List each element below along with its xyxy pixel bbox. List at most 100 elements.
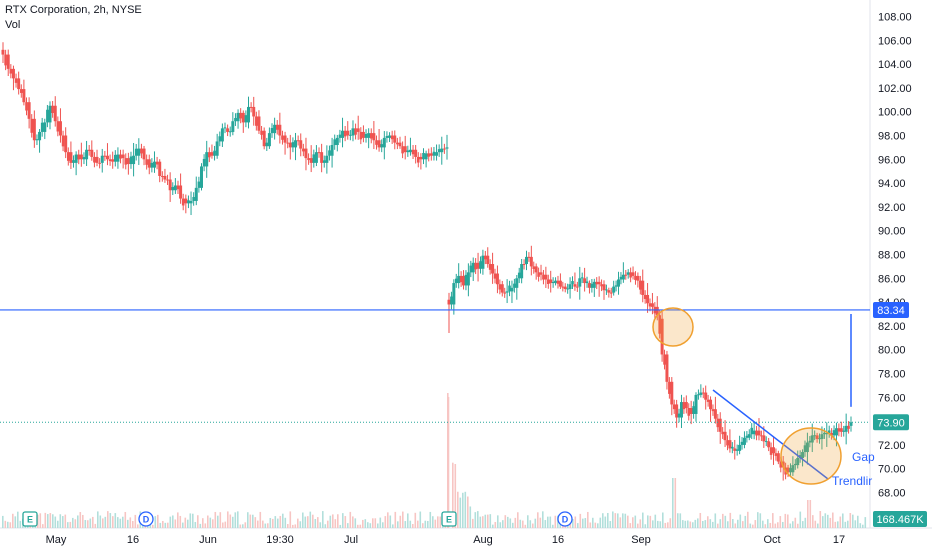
candle-body bbox=[576, 286, 579, 288]
candle-body bbox=[466, 272, 470, 286]
dividend-marker[interactable] bbox=[557, 511, 573, 527]
volume-bar bbox=[97, 511, 99, 528]
candle-body bbox=[617, 279, 621, 287]
gap-fill-circle[interactable] bbox=[652, 307, 694, 347]
x-tick-label: May bbox=[46, 534, 67, 546]
y-tick-label: 72.00 bbox=[878, 440, 906, 452]
volume-bar bbox=[169, 516, 172, 528]
candle-body bbox=[346, 130, 350, 136]
candle-body bbox=[132, 155, 136, 165]
candle-body bbox=[309, 158, 313, 163]
candle-body bbox=[64, 135, 68, 153]
gap-annotation[interactable]: Gap bbox=[852, 450, 875, 464]
volume-bar bbox=[817, 523, 819, 528]
volume-bar bbox=[757, 512, 759, 528]
volume-bar bbox=[532, 523, 534, 528]
candle-body bbox=[382, 137, 386, 148]
candle-body bbox=[137, 148, 141, 156]
volume-bar bbox=[132, 520, 134, 528]
earnings-marker[interactable] bbox=[22, 511, 38, 527]
volume-bar bbox=[157, 514, 159, 528]
volume-bar bbox=[279, 515, 282, 528]
x-tick-label: Oct bbox=[763, 534, 780, 546]
volume-bar bbox=[512, 522, 514, 528]
volume-bar bbox=[117, 517, 119, 528]
volume-bar bbox=[642, 512, 644, 528]
dividend-marker[interactable] bbox=[138, 511, 154, 527]
candle-body bbox=[813, 435, 816, 437]
dividend-marker-label: D bbox=[143, 515, 150, 525]
volume-bar bbox=[674, 478, 677, 528]
volume-bar bbox=[469, 506, 472, 528]
trendline-annotation[interactable]: Trendlir bbox=[832, 474, 872, 488]
candle-body bbox=[544, 274, 548, 280]
candle-body bbox=[87, 149, 91, 151]
candle-body bbox=[704, 392, 708, 400]
volume-bar bbox=[112, 516, 114, 528]
candle-body bbox=[537, 272, 540, 277]
volume-bar bbox=[339, 524, 342, 528]
volume-bar bbox=[799, 511, 802, 528]
volume-bar bbox=[154, 516, 157, 528]
candle-body bbox=[187, 200, 190, 204]
candle-body bbox=[343, 130, 347, 137]
candle-body bbox=[226, 128, 230, 132]
candle-body bbox=[296, 140, 300, 142]
volume-bar bbox=[359, 524, 362, 528]
volume-bar bbox=[72, 517, 74, 528]
volume-bar bbox=[699, 512, 702, 528]
candle-body bbox=[105, 155, 109, 160]
candle-body bbox=[590, 283, 594, 288]
volume-bar bbox=[102, 518, 104, 528]
volume-bar bbox=[522, 520, 524, 528]
volume-bar bbox=[632, 517, 634, 528]
volume-bar bbox=[167, 522, 169, 528]
breakout-circle[interactable] bbox=[780, 427, 842, 485]
candle-body bbox=[338, 134, 342, 138]
candle-body bbox=[396, 142, 399, 145]
price-tag[interactable] bbox=[873, 414, 909, 431]
volume-bar bbox=[844, 521, 847, 528]
price-tag[interactable] bbox=[873, 511, 927, 527]
volume-bar bbox=[584, 518, 587, 528]
volume-bar bbox=[84, 520, 87, 528]
volume-bar bbox=[79, 511, 82, 528]
price-tag[interactable] bbox=[873, 301, 909, 318]
candle-body bbox=[85, 149, 89, 160]
volume-bar bbox=[514, 517, 517, 528]
volume-bar bbox=[814, 520, 817, 528]
candle-body bbox=[168, 179, 172, 191]
volume-bar bbox=[612, 511, 614, 528]
y-tick-label: 92.00 bbox=[878, 202, 906, 214]
candle-body bbox=[11, 68, 15, 79]
candle-body bbox=[302, 148, 305, 152]
volume-bar bbox=[634, 515, 637, 528]
volume-bar bbox=[197, 515, 199, 528]
volume-bar bbox=[362, 519, 364, 528]
symbol-title[interactable]: RTX Corporation, 2h, NYSE bbox=[5, 4, 142, 16]
volume-bar bbox=[714, 513, 717, 528]
earnings-marker[interactable] bbox=[441, 511, 457, 527]
volume-bar bbox=[789, 523, 792, 528]
volume-bar bbox=[467, 496, 469, 528]
candle-body bbox=[600, 284, 603, 287]
y-tick-label: 104.00 bbox=[878, 59, 912, 71]
candle-body bbox=[849, 422, 853, 426]
candle-body bbox=[291, 142, 295, 148]
candle-body bbox=[252, 106, 256, 117]
volume-bar bbox=[224, 521, 227, 528]
candle-body bbox=[320, 152, 324, 163]
volume-indicator-label[interactable]: Vol bbox=[5, 19, 21, 31]
candle-body bbox=[126, 158, 130, 165]
candle-body bbox=[414, 149, 418, 157]
volume-bar bbox=[792, 521, 794, 528]
volume-bar bbox=[459, 497, 462, 528]
candle-body bbox=[181, 198, 185, 206]
candle-body bbox=[663, 354, 666, 365]
candle-body bbox=[270, 127, 274, 134]
volume-bar bbox=[367, 522, 369, 528]
volume-bar bbox=[127, 519, 129, 528]
trendline[interactable] bbox=[712, 389, 829, 480]
candle-body bbox=[155, 161, 159, 165]
